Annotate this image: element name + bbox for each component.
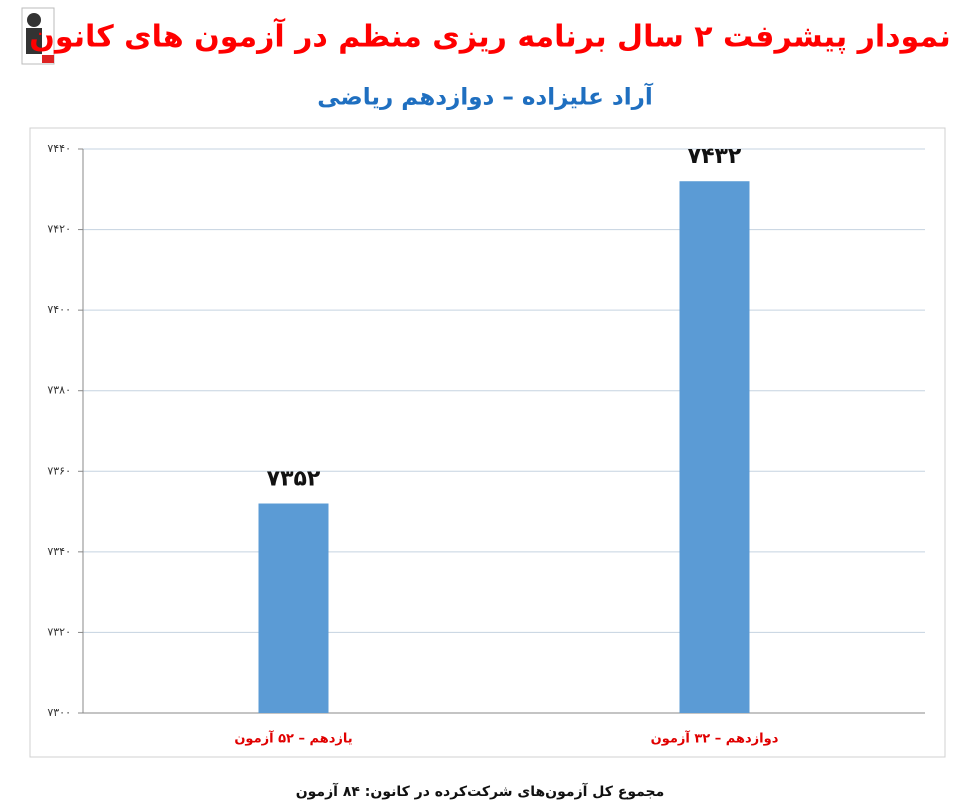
- y-tick-label: ۷۴۴۰: [47, 142, 71, 155]
- chart-frame: [29, 127, 946, 758]
- data-label: ۷۴۳۲: [688, 144, 742, 169]
- chart-subtitle: آراد علیزاده – دوازدهم ریاضی: [317, 82, 654, 111]
- logo: [21, 7, 55, 65]
- x-tick-label: یازدهم – ۵۲ آزمون: [234, 730, 352, 747]
- y-tick-label: ۷۳۸۰: [47, 384, 71, 397]
- y-tick-label: ۷۴۲۰: [47, 223, 71, 236]
- y-tick-label: ۷۴۰۰: [47, 303, 71, 316]
- bar: [679, 181, 750, 713]
- footnote: مجموع کل آزمون‌های شرکت‌کرده در کانون: ۸…: [296, 782, 665, 800]
- y-tick-label: ۷۳۶۰: [47, 464, 71, 477]
- data-label: ۷۳۵۲: [267, 467, 321, 492]
- y-tick-label: ۷۳۰۰: [47, 706, 71, 719]
- y-tick-label: ۷۳۴۰: [47, 545, 71, 558]
- x-tick-label: دوازدهم – ۳۲ آزمون: [651, 730, 779, 747]
- bar: [258, 503, 329, 713]
- chart-title: نمودار پیشرفت ۲ سال برنامه ریزی منظم در …: [29, 18, 950, 55]
- y-tick-label: ۷۳۲۰: [47, 625, 71, 638]
